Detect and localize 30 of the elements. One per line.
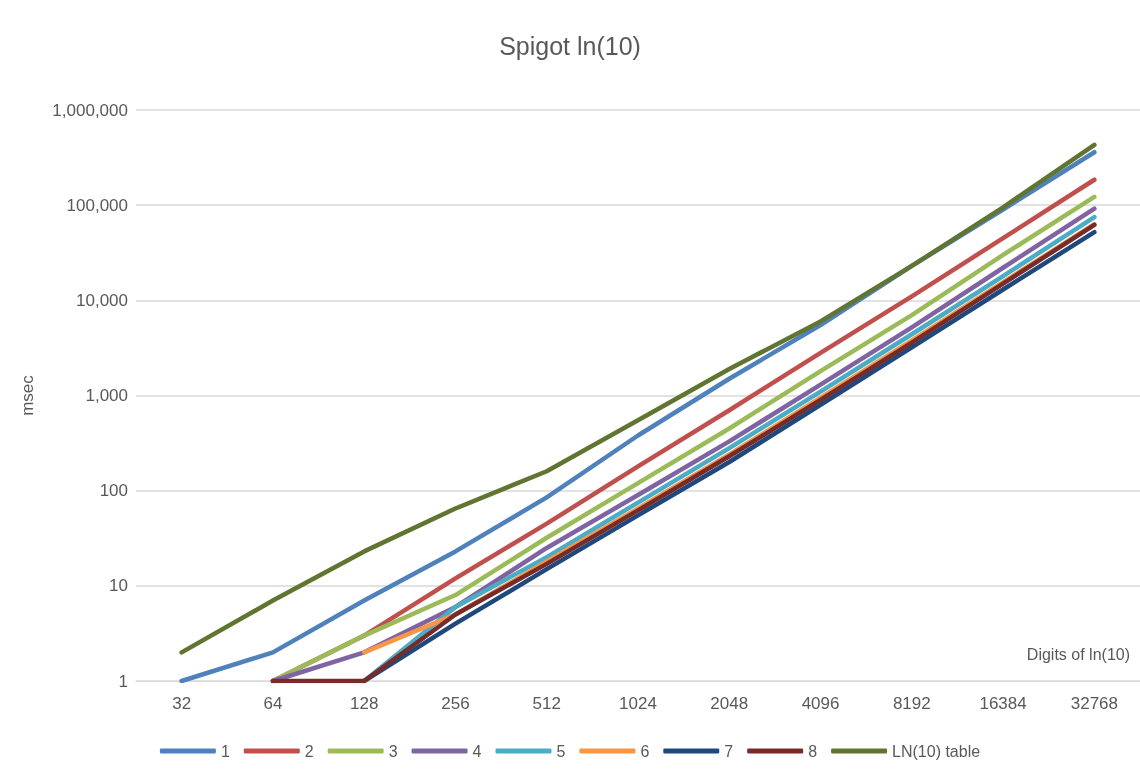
legend-label: 6 [640, 742, 650, 760]
x-tick-label: 32 [172, 694, 192, 713]
legend-label: 8 [808, 742, 818, 760]
y-tick-label: 1,000 [85, 386, 128, 405]
legend-label: 5 [556, 742, 566, 760]
x-tick-label: 128 [349, 694, 379, 713]
y-tick-label: 100,000 [66, 195, 128, 215]
y-tick-label: 100 [99, 481, 128, 501]
legend-label: 1 [220, 742, 230, 760]
x-tick-label: 64 [263, 694, 283, 713]
y-axis-title: msec [18, 374, 37, 416]
legend-label: 2 [304, 742, 314, 760]
x-tick-label: 1024 [619, 694, 657, 713]
x-tick-label: 8192 [892, 694, 931, 713]
legend-label: 3 [388, 742, 398, 760]
legend-label: 4 [472, 742, 482, 760]
x-tick-label: 16384 [979, 694, 1027, 713]
y-tick-label: 10,000 [76, 290, 128, 310]
x-tick-label: 512 [532, 694, 561, 713]
x-tick-label: 32768 [1070, 694, 1118, 713]
x-axis-title: Digits of ln(10) [1026, 645, 1131, 663]
legend-label: 7 [724, 742, 734, 760]
x-tick-label: 4096 [801, 694, 840, 713]
y-tick-label: 1 [118, 671, 128, 691]
y-tick-label: 1,000,000 [52, 100, 128, 120]
y-tick-label: 10 [109, 576, 128, 596]
chart-title: Spigot ln(10) [499, 31, 641, 60]
x-tick-label: 256 [441, 694, 470, 713]
legend-label: LN(10) table [892, 742, 981, 760]
x-tick-label: 2048 [710, 694, 749, 713]
